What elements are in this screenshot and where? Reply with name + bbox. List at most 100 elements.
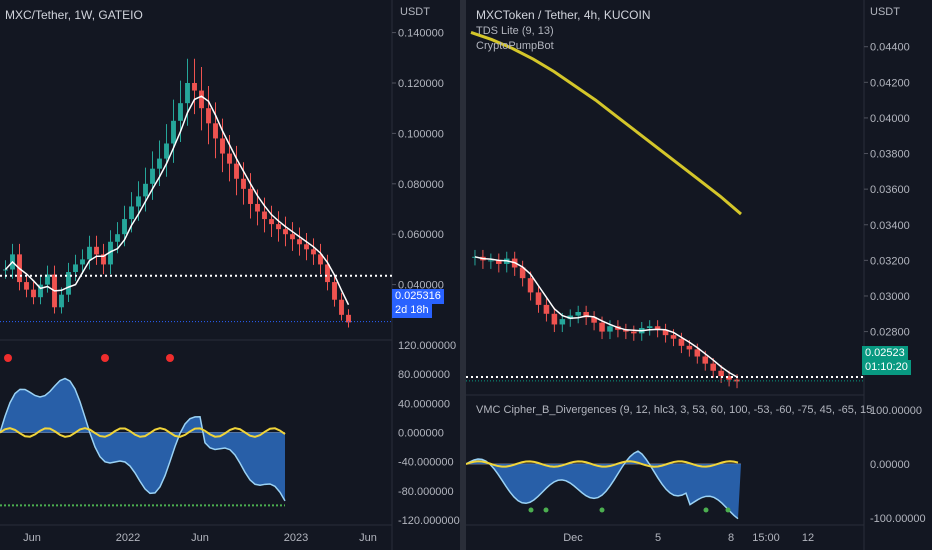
right-price-tick-label: 0.03600 — [870, 184, 910, 196]
right-price-tick-label: 0.04200 — [870, 77, 910, 89]
left-price-tick-label: 0.120000 — [398, 78, 444, 90]
left-candle — [192, 83, 197, 91]
left-candle — [339, 299, 344, 315]
left-time-tick-label: Jun — [191, 532, 209, 544]
right-price-tick-label: 0.03000 — [870, 291, 910, 303]
left-candle — [185, 83, 190, 104]
right-osc-wave-line — [466, 450, 739, 520]
right-candle — [591, 317, 597, 323]
right-indicator-pumpbot: CryptoPumpBot — [476, 40, 554, 52]
left-candle — [122, 219, 127, 235]
right-axis-unit: USDT — [870, 6, 900, 18]
right-ma-line — [470, 31, 742, 216]
right-candle — [551, 313, 558, 325]
left-price-tag: 0.025316 — [392, 289, 444, 304]
right-price-tick-label: 0.04400 — [870, 42, 910, 54]
right-candle — [718, 370, 724, 377]
left-candle — [304, 244, 309, 250]
left-countdown: 2d 18h — [392, 303, 432, 318]
right-chart-pane[interactable]: 0.04400 0.04200 0.04000 0.03800 0.03600 0.034… — [466, 0, 932, 550]
right-candle — [496, 260, 502, 264]
left-candle — [269, 219, 274, 225]
right-osc-tick-label: 100.00000 — [870, 405, 922, 417]
right-osc-signal-dot — [703, 507, 709, 513]
left-candle — [262, 211, 267, 220]
right-time-tick-label: 15:00 — [752, 532, 780, 544]
right-candle — [519, 267, 526, 279]
right-osc-signal-dot — [725, 507, 731, 513]
left-axis-unit: USDT — [400, 6, 430, 18]
left-candle — [297, 239, 302, 245]
left-candle — [24, 282, 29, 290]
left-candle — [311, 249, 316, 255]
right-indicator-tds: TDS Lite (9, 13) — [476, 25, 554, 37]
right-candle — [623, 329, 629, 332]
right-osc-wave-area — [466, 451, 741, 519]
left-candle — [101, 254, 106, 265]
left-candle — [178, 103, 183, 121]
pane-divider[interactable] — [460, 0, 466, 550]
left-chart-canvas[interactable]: 0.140000 0.120000 0.100000 0.080000 0.060000… — [0, 0, 460, 550]
right-osc-signal-dot — [543, 507, 549, 513]
left-time-tick-label: Jun — [359, 532, 377, 544]
right-candle — [559, 319, 566, 325]
right-osc-title: VMC Cipher_B_Divergences (9, 12, hlc3, 3… — [476, 404, 873, 416]
left-candle — [66, 272, 71, 295]
right-candle — [583, 312, 589, 318]
left-candle — [248, 188, 253, 204]
left-candle — [87, 246, 92, 260]
right-time-tick-label: 12 — [802, 532, 814, 544]
right-time-tick-label: Dec — [563, 532, 583, 544]
right-price-tick-label: 0.04000 — [870, 113, 910, 125]
left-candle — [59, 294, 64, 308]
left-osc-wave-line — [0, 377, 286, 502]
right-countdown: 01:10:20 — [862, 360, 911, 375]
left-sma-line — [4, 95, 350, 306]
left-candle — [332, 282, 337, 300]
right-candle — [662, 329, 669, 336]
right-price-tick-label: 0.03400 — [870, 220, 910, 232]
left-time-tick-label: 2023 — [284, 532, 308, 544]
left-price-tick-label: 0.140000 — [398, 28, 444, 40]
left-osc-mfi-line — [0, 427, 286, 438]
right-osc-tick-label: -100.00000 — [870, 513, 926, 525]
right-candle — [670, 335, 677, 339]
left-osc-tick-label: -120.000000 — [398, 515, 460, 527]
left-time-tick-label: Jun — [23, 532, 41, 544]
right-candle — [599, 322, 605, 332]
left-candle — [136, 196, 141, 207]
left-candle — [108, 241, 113, 265]
left-candle — [115, 234, 120, 242]
left-candle — [199, 90, 204, 109]
left-candle — [73, 264, 78, 272]
left-candle — [31, 289, 36, 298]
right-price-tick-label: 0.02800 — [870, 327, 910, 339]
left-chart-pane[interactable]: 0.140000 0.120000 0.100000 0.080000 0.060000… — [0, 0, 460, 550]
left-candle — [241, 178, 246, 189]
right-candle — [646, 326, 653, 329]
left-osc-tick-label: 40.000000 — [398, 398, 450, 410]
right-osc-tick-label: 0.00000 — [870, 459, 910, 471]
right-osc-signal-dot — [528, 507, 534, 513]
left-candle — [157, 158, 162, 169]
left-candle — [318, 254, 323, 265]
right-candle — [686, 345, 693, 350]
right-candle — [734, 379, 740, 382]
right-candle — [607, 326, 613, 332]
right-time-tick-label: 5 — [655, 532, 661, 544]
left-candle — [227, 153, 232, 164]
right-candle — [575, 312, 581, 316]
right-price-tick-label: 0.03800 — [870, 149, 910, 161]
left-candle — [220, 138, 225, 154]
right-osc-mfi-line — [466, 460, 739, 468]
right-candle — [543, 304, 550, 314]
left-candle — [283, 229, 288, 235]
right-candle — [678, 338, 685, 346]
left-candle — [164, 143, 169, 159]
left-osc-tick-label: 80.000000 — [398, 369, 450, 381]
left-osc-wave-area — [0, 378, 285, 501]
left-chart-title: MXC/Tether, 1W, GATEIO — [5, 8, 143, 22]
right-candle — [654, 326, 661, 330]
right-chart-canvas[interactable]: 0.04400 0.04200 0.04000 0.03800 0.03600 0.034… — [466, 0, 932, 550]
right-chart-title: MXCToken / Tether, 4h, KUCOIN — [476, 8, 651, 22]
